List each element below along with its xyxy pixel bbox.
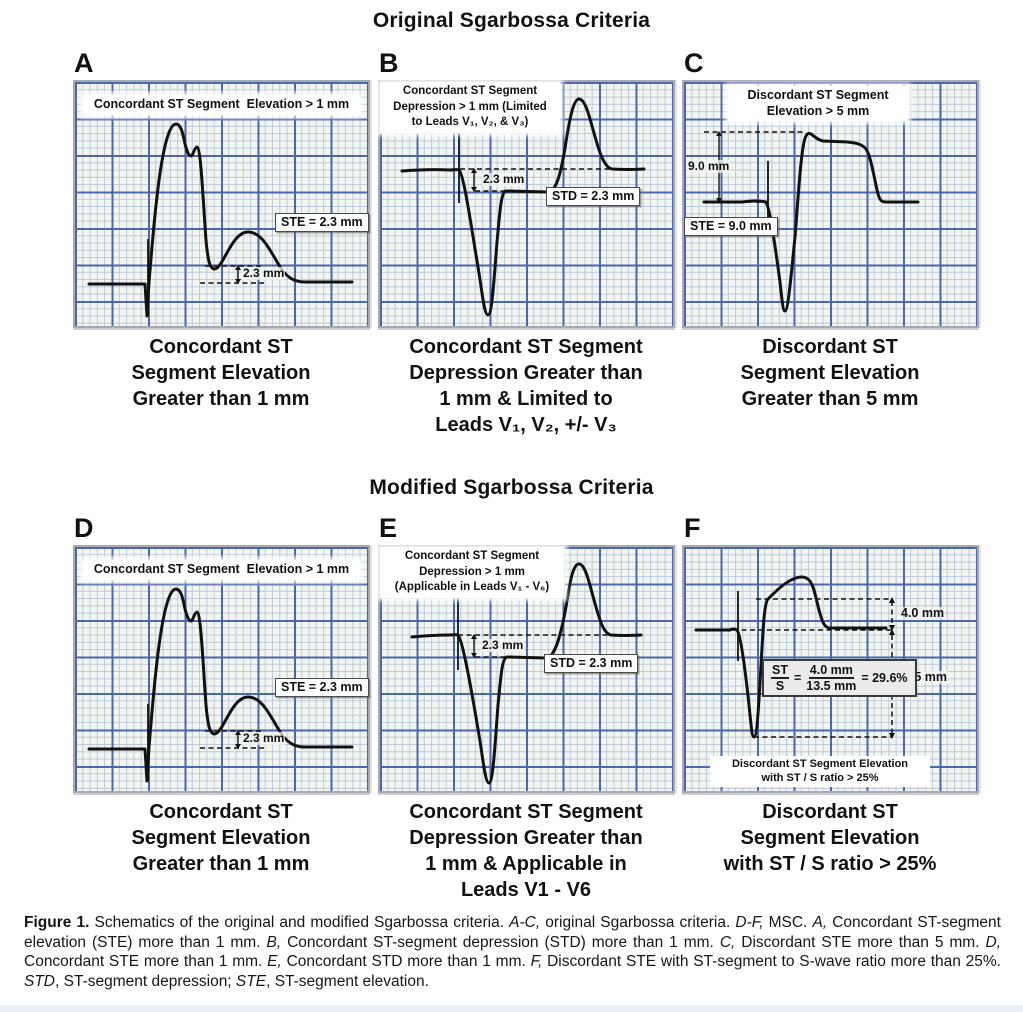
panel-b-ecg: Concordant ST Segment Depression > 1 mm … bbox=[378, 80, 675, 328]
criterion-label: Discordant ST Segment Elevation with ST … bbox=[710, 756, 930, 787]
st-measurement-annotation: 2.3 mm bbox=[242, 731, 286, 745]
section-title-original: Original Sgarbossa Criteria bbox=[372, 9, 651, 32]
ecg-trace bbox=[694, 575, 888, 739]
st-measurement-dashes bbox=[200, 730, 264, 749]
mm-fraction: 4.0 mm 13.5 mm bbox=[806, 663, 856, 693]
st-measurement-annotation: 2.3 mm bbox=[242, 266, 286, 280]
panel-letter-f: F bbox=[684, 513, 701, 543]
formula-s: S bbox=[775, 679, 785, 693]
std-value-box: STD = 2.3 mm bbox=[544, 654, 639, 673]
std-value-box: STD = 2.3 mm bbox=[546, 187, 641, 206]
formula-st: ST bbox=[771, 663, 789, 679]
figure-caption: Figure 1. Schematics of the original and… bbox=[24, 914, 1001, 991]
panel-f-waveform-svg bbox=[694, 575, 895, 739]
panel-f-ecg: 4.0 mm 13.5 mm ST S = 4.0 mm 13.5 mm = 29.… bbox=[682, 545, 979, 793]
panel-caption-d: Concordant ST Segment Elevation Greater … bbox=[131, 801, 311, 875]
ste-value-box: STE = 2.3 mm bbox=[275, 213, 369, 232]
panel-e-ecg: Concordant ST Segment Depression > 1 mm … bbox=[378, 545, 675, 793]
criterion-label: Discordant ST Segment Elevation > 5 mm bbox=[728, 86, 908, 121]
panel-e-waveform-svg bbox=[410, 562, 643, 785]
panel-b-waveform-svg bbox=[400, 97, 646, 317]
st-measurement-dashes bbox=[460, 168, 632, 192]
st-measurement-annotation: 9.0 mm bbox=[687, 159, 731, 173]
st-measurement-dashes bbox=[200, 265, 264, 284]
panel-c-ecg: Discordant ST Segment Elevation > 5 mm S… bbox=[682, 80, 979, 328]
panel-letter-e: E bbox=[379, 513, 398, 543]
ecg-trace bbox=[87, 587, 354, 783]
st-over-s-fraction: ST S bbox=[771, 663, 789, 693]
ecg-trace bbox=[400, 97, 646, 317]
formula-denominator: 13.5 mm bbox=[806, 679, 857, 693]
panel-caption-a: Concordant ST Segment Elevation Greater … bbox=[131, 336, 311, 410]
panel-letter-c: C bbox=[684, 48, 704, 78]
panel-letter-b: B bbox=[379, 48, 399, 78]
st-s-ratio-formula: ST S = 4.0 mm 13.5 mm = 29.6% bbox=[762, 659, 917, 697]
panel-caption-c: Discordant ST Segment Elevation Greater … bbox=[740, 336, 920, 410]
panel-letter-a: A bbox=[74, 48, 94, 78]
panel-caption-b: Concordant ST Segment Depression Greater… bbox=[409, 336, 643, 436]
panel-letter-d: D bbox=[74, 513, 94, 543]
criterion-label: Concordant ST Segment Elevation > 1 mm bbox=[83, 560, 360, 580]
ecg-trace bbox=[702, 131, 920, 313]
panel-a-ecg: Concordant ST Segment Elevation > 1 mm S… bbox=[73, 80, 370, 328]
panel-caption-e: Concordant ST Segment Depression Greater… bbox=[409, 801, 643, 901]
st-measurement-annotation: 2.3 mm bbox=[481, 638, 525, 652]
panel-d-waveform-svg bbox=[87, 587, 354, 783]
ste-value-box: STE = 2.3 mm bbox=[275, 678, 369, 697]
bottom-strip-decoration bbox=[0, 1005, 1023, 1012]
panel-d-ecg: Concordant ST Segment Elevation > 1 mm S… bbox=[73, 545, 370, 793]
section-title-modified: Modified Sgarbossa Criteria bbox=[369, 476, 654, 499]
st-measurement-dashes bbox=[458, 634, 625, 658]
ecg-trace bbox=[410, 562, 643, 785]
panel-a-waveform-svg bbox=[87, 122, 354, 318]
panel-caption-f: Discordant ST Segment Elevation with ST … bbox=[723, 801, 937, 875]
criterion-label: Concordant ST Segment Elevation > 1 mm bbox=[83, 95, 360, 115]
criterion-label: Concordant ST Segment Depression > 1 mm … bbox=[380, 82, 560, 133]
ecg-trace bbox=[87, 122, 354, 318]
formula-numerator: 4.0 mm bbox=[808, 663, 854, 679]
ste-value-box: STE = 9.0 mm bbox=[684, 217, 778, 236]
criterion-label: Concordant ST Segment Depression > 1 mm … bbox=[380, 547, 564, 598]
st-elevation-annotation: 4.0 mm bbox=[900, 606, 946, 620]
formula-equals: = bbox=[793, 671, 802, 685]
st-s-measurement-dashes bbox=[699, 597, 895, 739]
st-measurement-annotation: 2.3 mm bbox=[482, 172, 526, 186]
formula-result: = 29.6% bbox=[861, 671, 908, 685]
